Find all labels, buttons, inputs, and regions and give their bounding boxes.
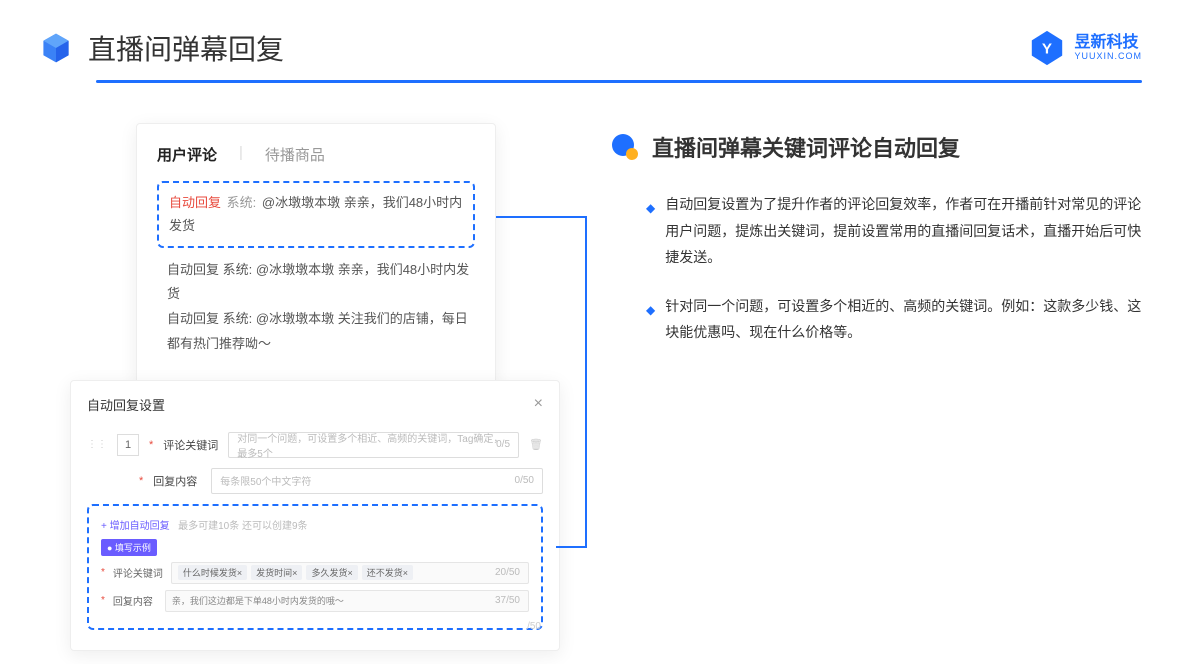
right-column: 直播间弹幕关键词评论自动回复 ◆ 自动回复设置为了提升作者的评论回复效率，作者可… [610, 123, 1142, 651]
system-tag: 系统: [223, 262, 253, 277]
keyword-row: ⋮⋮ 1 * 评论关键词 对同一个问题，可设置多个相近、高频的关键词，Tag确定… [87, 432, 543, 458]
brand-url: YUUXIN.COM [1074, 52, 1142, 62]
add-auto-reply-link[interactable]: + 增加自动回复 [101, 517, 170, 532]
keyword-placeholder: 对同一个问题，可设置多个相近、高频的关键词，Tag确定，最多5个 [237, 430, 510, 460]
required-dot: * [101, 567, 105, 578]
required-dot: * [139, 475, 143, 487]
highlighted-comment: 自动回复 系统: @冰墩墩本墩 亲亲，我们48小时内发货 [157, 181, 475, 248]
tag-chip[interactable]: 多久发货× [306, 565, 357, 580]
bullet-item: ◆ 针对同一个问题，可设置多个相近的、高频的关键词。例如：这款多少钱、这块能优惠… [610, 293, 1142, 346]
tab-products[interactable]: 待播商品 [265, 144, 325, 165]
bullet-text: 自动回复设置为了提升作者的评论回复效率，作者可在开播前针对常见的评论用户问题，提… [665, 191, 1142, 271]
section-head: 直播间弹幕关键词评论自动回复 [610, 131, 1142, 163]
example-kw-label: 评论关键词 [113, 565, 163, 580]
example-reply-text: 亲，我们这边都是下单48小时内发货的哦～ [172, 594, 344, 607]
keyword-label: 评论关键词 [163, 437, 218, 453]
tab-separator: | [239, 144, 243, 165]
reply-label: 回复内容 [153, 473, 201, 489]
sequence-number: 1 [117, 434, 139, 456]
page-title: 直播间弹幕回复 [88, 28, 284, 68]
svg-text:Y: Y [1042, 41, 1052, 58]
tag-chip[interactable]: 还不发货× [362, 565, 413, 580]
example-badge: ● 填写示例 [101, 539, 157, 556]
dots-icon [610, 132, 640, 162]
diamond-icon: ◆ [646, 299, 655, 346]
example-keyword-row: * 评论关键词 什么时候发货× 发货时间× 多久发货× 还不发货× 20/50 [101, 562, 529, 584]
keyword-input[interactable]: 对同一个问题，可设置多个相近、高频的关键词，Tag确定，最多5个 0/5 [228, 432, 519, 458]
header-left: 直播间弹幕回复 [38, 28, 284, 68]
system-tag: 系统: [223, 311, 253, 326]
cube-icon [38, 30, 74, 66]
system-tag: 系统: [227, 195, 257, 210]
tab-comments[interactable]: 用户评论 [157, 144, 217, 165]
example-kw-counter: 20/50 [495, 567, 520, 578]
brand-logo: Y 昱新科技 YUUXIN.COM [1028, 29, 1142, 67]
auto-reply-tag: 自动回复 [167, 262, 219, 277]
example-kw-input[interactable]: 什么时候发货× 发货时间× 多久发货× 还不发货× 20/50 [171, 562, 529, 584]
keyword-counter: 0/5 [496, 439, 510, 450]
stray-counter: /50 [527, 621, 541, 632]
delete-icon[interactable]: 🗑 [529, 438, 543, 451]
example-reply-counter: 37/50 [495, 595, 520, 606]
diamond-icon: ◆ [646, 197, 655, 271]
tag-chip[interactable]: 发货时间× [251, 565, 302, 580]
auto-reply-tag: 自动回复 [169, 195, 221, 210]
reply-counter: 0/50 [515, 475, 534, 486]
section-title: 直播间弹幕关键词评论自动回复 [652, 131, 960, 163]
example-reply-label: 回复内容 [113, 593, 157, 608]
page-header: 直播间弹幕回复 Y 昱新科技 YUUXIN.COM [0, 0, 1180, 68]
add-hint: 最多可建10条 还可以创建9条 [178, 521, 307, 532]
auto-reply-tag: 自动回复 [167, 311, 219, 326]
example-reply-input[interactable]: 亲，我们这边都是下单48小时内发货的哦～ 37/50 [165, 590, 529, 612]
tag-chip[interactable]: 什么时候发货× [178, 565, 247, 580]
brand-name: 昱新科技 [1074, 34, 1142, 52]
comments-card: 用户评论 | 待播商品 自动回复 系统: @冰墩墩本墩 亲亲，我们48小时内发货… [136, 123, 496, 386]
example-box: + 增加自动回复 最多可建10条 还可以创建9条 ● 填写示例 * 评论关键词 … [87, 504, 543, 630]
required-dot: * [149, 439, 153, 451]
required-dot: * [101, 595, 105, 606]
drag-handle-icon[interactable]: ⋮⋮ [87, 439, 107, 450]
comment-item: 自动回复 系统: @冰墩墩本墩 关注我们的店铺，每日都有热门推荐呦～ [157, 307, 475, 356]
reply-row: * 回复内容 每条限50个中文字符 0/50 [139, 468, 543, 494]
close-icon[interactable]: × [534, 395, 543, 413]
reply-input[interactable]: 每条限50个中文字符 0/50 [211, 468, 543, 494]
tabs: 用户评论 | 待播商品 [157, 144, 475, 165]
brand-icon: Y [1028, 29, 1066, 67]
left-column: 用户评论 | 待播商品 自动回复 系统: @冰墩墩本墩 亲亲，我们48小时内发货… [70, 123, 560, 651]
bullet-item: ◆ 自动回复设置为了提升作者的评论回复效率，作者可在开播前针对常见的评论用户问题… [610, 191, 1142, 271]
settings-card: 自动回复设置 × ⋮⋮ 1 * 评论关键词 对同一个问题，可设置多个相近、高频的… [70, 380, 560, 651]
settings-title: 自动回复设置 [87, 395, 165, 414]
comment-item: 自动回复 系统: @冰墩墩本墩 亲亲，我们48小时内发货 [157, 258, 475, 307]
example-reply-row: * 回复内容 亲，我们这边都是下单48小时内发货的哦～ 37/50 [101, 590, 529, 612]
bullet-text: 针对同一个问题，可设置多个相近的、高频的关键词。例如：这款多少钱、这块能优惠吗、… [665, 293, 1142, 346]
reply-placeholder: 每条限50个中文字符 [220, 473, 311, 488]
